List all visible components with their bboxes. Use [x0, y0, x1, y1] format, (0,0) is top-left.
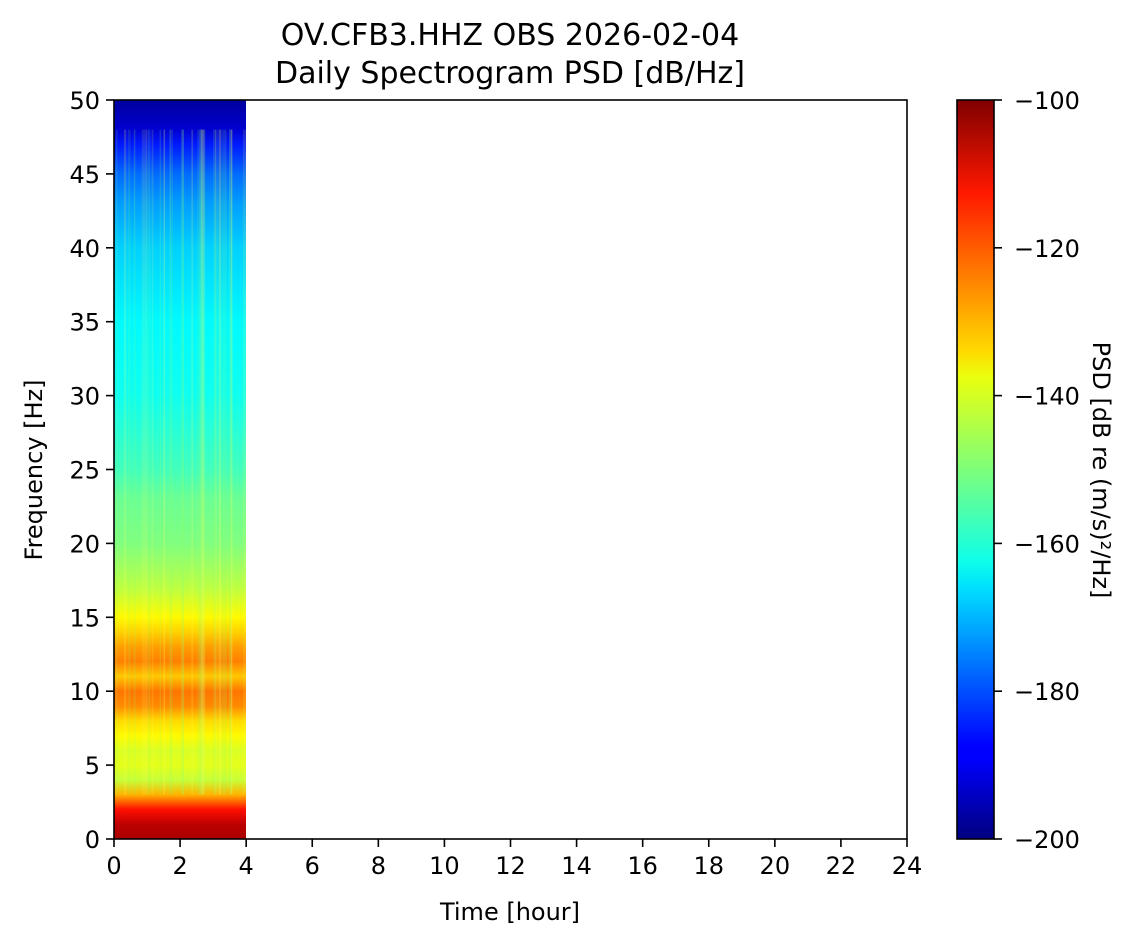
x-tick-label: 14 — [561, 852, 592, 880]
x-tick-label: 8 — [371, 852, 386, 880]
time-streak — [219, 129, 221, 795]
time-streak — [169, 129, 172, 795]
colorbar-tick-label: −140 — [1014, 383, 1080, 411]
time-streak — [163, 129, 166, 795]
colorbar-label: PSD [dB re (m/s)²/Hz] — [1087, 342, 1115, 599]
time-streak — [215, 129, 217, 795]
x-tick-label: 24 — [892, 852, 923, 880]
time-streak — [123, 129, 127, 795]
time-streak — [201, 129, 205, 795]
x-tick-label: 22 — [826, 852, 857, 880]
y-tick-label: 20 — [69, 530, 100, 558]
time-streak — [228, 129, 232, 795]
x-tick-label: 0 — [106, 852, 121, 880]
y-tick-label: 45 — [69, 161, 100, 189]
x-tick-label: 12 — [495, 852, 526, 880]
chart-title: OV.CFB3.HHZ OBS 2026-02-04 — [281, 18, 739, 53]
time-streak — [221, 129, 223, 795]
time-streak — [197, 129, 199, 795]
time-streak — [151, 129, 154, 795]
colorbar-tick-label: −100 — [1014, 87, 1080, 115]
time-streak — [181, 129, 184, 795]
x-tick-label: 10 — [429, 852, 460, 880]
time-streak — [217, 129, 219, 795]
colorbar: −200 −180 −160 −140 −120 −100 PSD [dB re (m/s… — [956, 87, 1115, 854]
y-tick-label: 10 — [69, 678, 100, 706]
colorbar-tick-label: −200 — [1014, 826, 1080, 854]
y-tick-label: 30 — [69, 383, 100, 411]
spectrogram-time-variations — [115, 129, 246, 795]
colorbar-ticks: −200 −180 −160 −140 −120 −100 — [994, 87, 1080, 854]
time-streak — [115, 129, 118, 795]
colorbar-tick-label: −120 — [1014, 235, 1080, 263]
y-tick-label: 50 — [69, 87, 100, 115]
time-streak — [147, 129, 151, 795]
time-streak — [171, 129, 173, 795]
spectrogram-heatmap — [114, 100, 246, 839]
x-axis: 0 2 4 6 8 10 12 14 16 18 20 22 24 — [106, 839, 922, 880]
time-streak — [213, 129, 217, 795]
x-tick-label: 20 — [760, 852, 791, 880]
x-tick-label: 18 — [693, 852, 724, 880]
time-streak — [230, 129, 233, 795]
chart-subtitle: Daily Spectrogram PSD [dB/Hz] — [275, 56, 745, 91]
colorbar-tick-label: −160 — [1014, 530, 1080, 558]
x-tick-label: 4 — [239, 852, 254, 880]
y-tick-label: 35 — [69, 309, 100, 337]
y-tick-label: 25 — [69, 457, 100, 485]
spectrogram-band-fill — [114, 100, 246, 839]
y-axis: 0 5 10 15 20 25 30 35 40 45 50 — [69, 87, 114, 854]
time-streak — [223, 129, 227, 795]
time-streak — [159, 129, 162, 795]
colorbar-gradient — [956, 99, 995, 840]
y-tick-label: 15 — [69, 604, 100, 632]
time-streak — [191, 129, 194, 795]
x-axis-label: Time [hour] — [439, 898, 580, 926]
x-tick-label: 2 — [172, 852, 187, 880]
time-streak — [203, 129, 206, 795]
time-streak — [199, 129, 203, 795]
y-axis-label: Frequency [Hz] — [20, 380, 48, 561]
colorbar-tick-label: −180 — [1014, 678, 1080, 706]
x-tick-label: 16 — [627, 852, 658, 880]
time-streak — [242, 129, 246, 795]
x-tick-label: 6 — [305, 852, 320, 880]
time-streak — [145, 129, 148, 795]
time-streak — [127, 129, 131, 795]
time-streak — [133, 129, 136, 795]
y-tick-label: 40 — [69, 235, 100, 263]
time-streak — [141, 129, 146, 795]
y-tick-label: 5 — [85, 752, 100, 780]
y-tick-label: 0 — [85, 826, 100, 854]
